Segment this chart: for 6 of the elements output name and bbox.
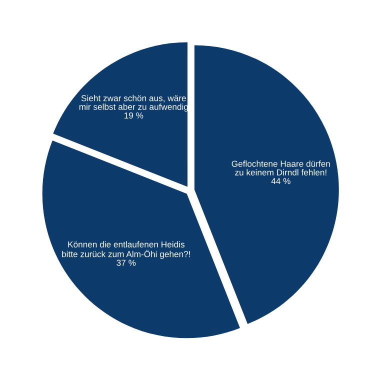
slice-label: Sieht zwar schön aus, wäre mir selbst aber zu aufwendig [79, 94, 188, 112]
slice-label: Geflochtene Haare dürfen zu keinem Dirndl fehlen! [232, 160, 330, 176]
data-label: 44 % [271, 178, 290, 184]
data-label: 37 % [116, 260, 136, 266]
data-label: 19 % [124, 112, 144, 119]
slice-label: Können die entlaufenen Heidis bitte zurück zum Alm-Öhi gehen?! [62, 241, 190, 259]
